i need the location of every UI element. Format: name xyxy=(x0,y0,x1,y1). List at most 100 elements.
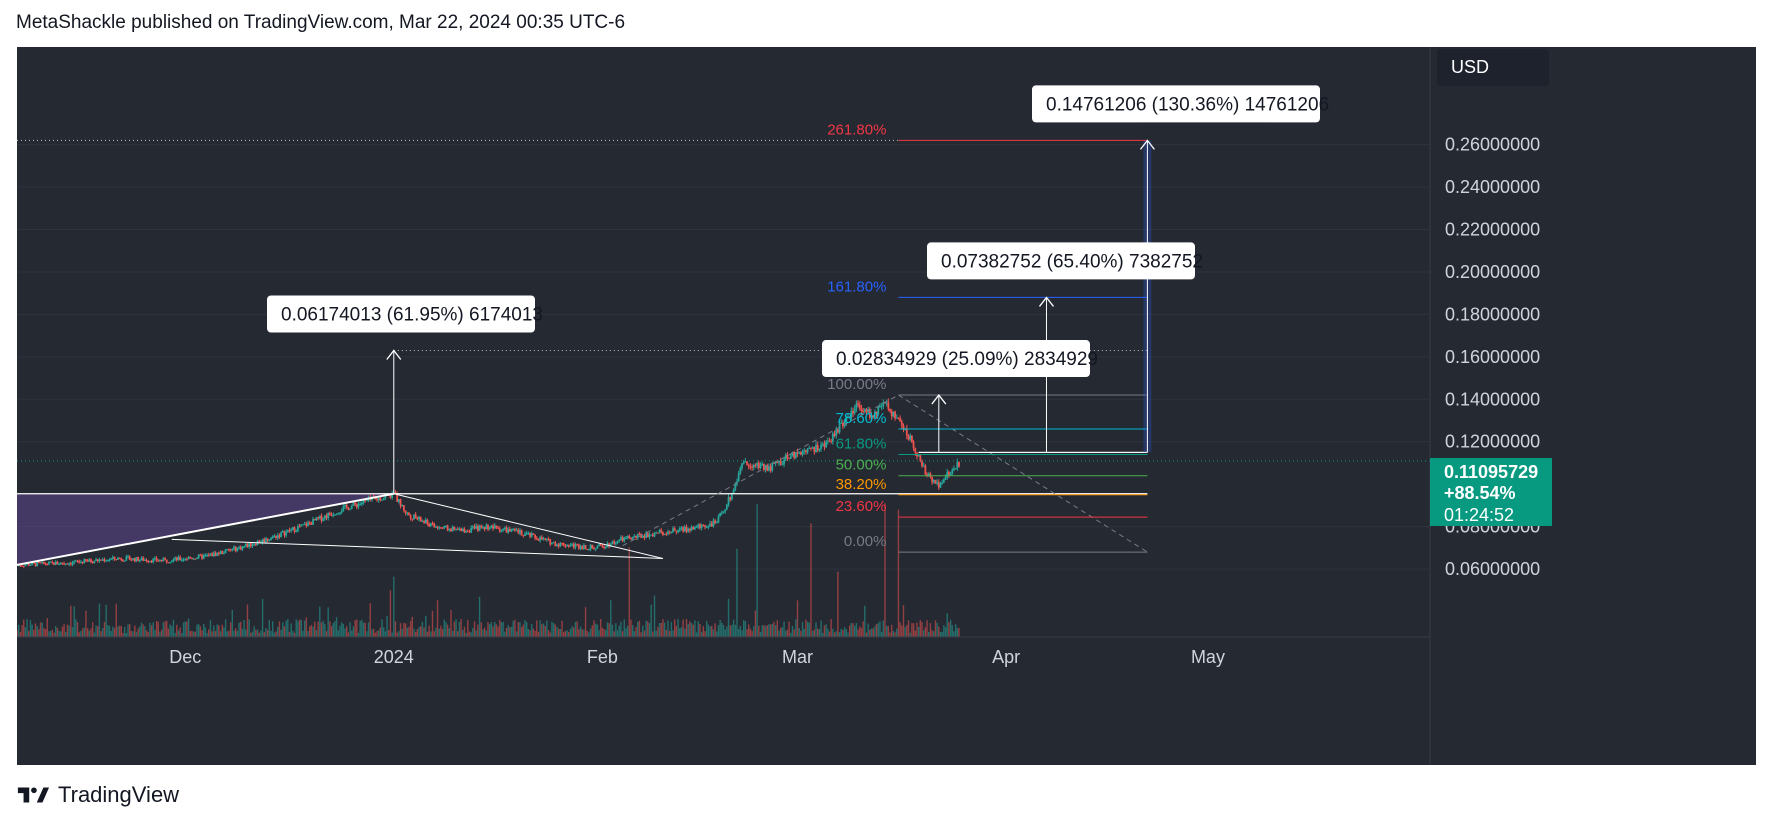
candle-body xyxy=(192,558,195,560)
volume-bar xyxy=(201,630,203,637)
measure-arrow-head xyxy=(1038,296,1054,307)
candle-body xyxy=(865,409,868,413)
candle-body xyxy=(207,554,210,556)
candle-body xyxy=(265,538,267,543)
candle-body xyxy=(636,533,639,538)
volume-bar xyxy=(933,631,935,637)
volume-bar xyxy=(120,626,122,637)
candle-body xyxy=(239,547,242,550)
volume-bar xyxy=(337,630,339,637)
currency-button-label[interactable]: USD xyxy=(1451,57,1489,77)
volume-bar xyxy=(211,631,213,637)
volume-bar xyxy=(406,627,408,637)
price-scale-panel[interactable] xyxy=(1430,47,1756,765)
volume-bar xyxy=(421,621,424,637)
volume-bar xyxy=(776,620,779,637)
candle-body xyxy=(833,433,836,436)
volume-bar xyxy=(371,629,373,637)
volume-bar xyxy=(75,619,77,637)
volume-bar xyxy=(931,630,933,637)
volume-bar xyxy=(748,624,750,637)
volume-bar xyxy=(399,623,402,637)
candle-body xyxy=(288,529,291,532)
volume-bar xyxy=(877,622,879,637)
currency-button[interactable]: USD xyxy=(1437,49,1549,86)
volume-bar xyxy=(293,632,296,637)
volume-bar xyxy=(300,619,302,637)
volume-bar xyxy=(613,631,615,637)
volume-bar xyxy=(941,631,943,637)
candle-body xyxy=(389,495,392,498)
volume-bar xyxy=(586,630,588,637)
volume-bar xyxy=(781,627,784,637)
candle-body xyxy=(895,417,898,419)
candle-body xyxy=(68,563,71,565)
candle-body xyxy=(835,429,838,436)
candle-body xyxy=(76,560,79,562)
candle-body xyxy=(327,512,330,519)
candle-body xyxy=(712,520,715,527)
measure-callout-label: 0.14761206 (130.36%) 14761206 xyxy=(1046,94,1329,115)
candle-body xyxy=(761,463,764,466)
candle-body xyxy=(66,563,69,565)
price-change: +88.54% xyxy=(1444,483,1516,503)
x-tick-label: Mar xyxy=(782,647,813,667)
volume-bar xyxy=(847,632,849,637)
price-chart[interactable]: 261.80% 161.80% 100.00% 78.60% 61.80% 50.00% 3… xyxy=(17,47,1756,765)
candle-body xyxy=(360,503,363,505)
volume-bar xyxy=(340,622,343,637)
candle-body xyxy=(177,556,180,561)
candle-body xyxy=(645,533,648,538)
candle-body xyxy=(108,559,111,561)
candle-body xyxy=(440,527,442,529)
volume-bar xyxy=(928,632,930,637)
chart-panel[interactable]: 261.80% 161.80% 100.00% 78.60% 61.80% 50.00% 3… xyxy=(17,47,1756,765)
measure-arrow-head xyxy=(386,349,402,360)
candle-body xyxy=(451,526,454,532)
volume-bar xyxy=(231,610,234,637)
candle-body xyxy=(374,498,377,500)
volume-bar xyxy=(90,628,92,637)
volume-bar xyxy=(805,619,807,637)
volume-bar xyxy=(827,628,829,637)
candle-body xyxy=(421,521,424,523)
candle-body xyxy=(81,561,84,564)
volume-bar xyxy=(793,629,795,637)
volume-bar xyxy=(404,623,407,637)
volume-bar xyxy=(199,626,202,637)
volume-bar xyxy=(948,622,950,637)
volume-bar xyxy=(51,629,54,637)
volume-bar xyxy=(679,628,681,637)
volume-bar xyxy=(386,615,388,637)
candle-body xyxy=(852,410,854,414)
volume-bar xyxy=(689,621,691,637)
volume-bar xyxy=(864,605,866,637)
candle-body xyxy=(579,546,582,549)
volume-bar xyxy=(209,620,212,637)
volume-bar xyxy=(416,629,419,637)
volume-bar xyxy=(891,624,893,637)
candle-body xyxy=(754,465,757,467)
volume-bar xyxy=(608,623,610,637)
volume-bar xyxy=(618,625,620,637)
candle-body xyxy=(379,497,382,501)
volume-bar xyxy=(542,623,545,637)
volume-bar xyxy=(904,626,906,637)
volume-bar xyxy=(817,628,819,637)
candle-body xyxy=(456,528,459,530)
candle-body xyxy=(221,551,224,554)
volume-bar xyxy=(250,632,252,637)
volume-bar xyxy=(335,617,338,637)
candle-body xyxy=(566,544,568,547)
candle-body xyxy=(944,477,947,480)
volume-bar xyxy=(418,627,420,637)
volume-bar xyxy=(924,627,927,637)
candle-body xyxy=(789,456,792,459)
volume-bar xyxy=(372,628,375,637)
projection-down-line xyxy=(898,394,1148,553)
volume-bar xyxy=(919,619,922,637)
candle-body xyxy=(271,536,274,539)
volume-bar xyxy=(901,625,903,637)
volume-bar xyxy=(956,628,959,637)
volume-bar xyxy=(361,620,363,637)
